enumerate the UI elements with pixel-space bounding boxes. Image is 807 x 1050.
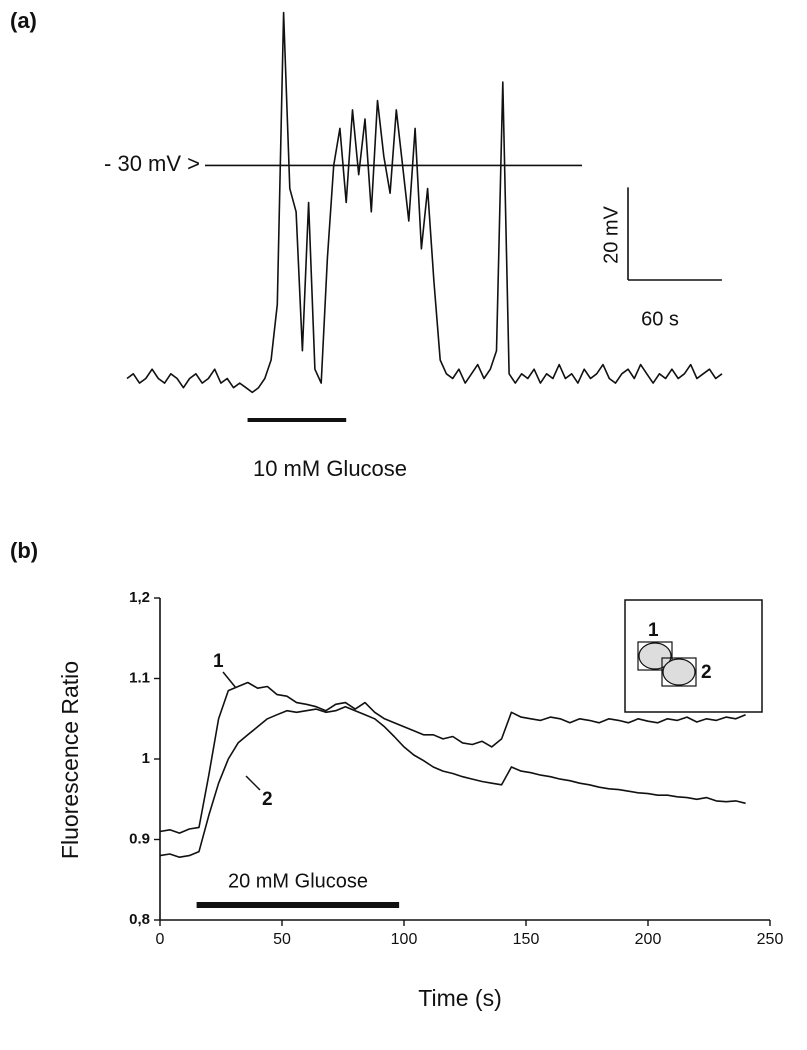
y-tick-label: 1,2: [129, 589, 150, 606]
cell: [638, 642, 672, 670]
stimulus-label: 10 mM Glucose: [253, 456, 407, 481]
y-tick-label: 0.9: [129, 830, 150, 847]
x-tick-label: 100: [391, 931, 418, 948]
inset-label: 2: [701, 662, 712, 683]
inset: 1 2: [624, 599, 763, 713]
x-tick-label: 150: [513, 931, 540, 948]
scale-bar-label: 60 s: [641, 308, 679, 330]
y-axis-label: Fluorescence Ratio: [57, 661, 83, 859]
leader-line: [245, 775, 261, 791]
y-tick-label: 0,8: [129, 911, 150, 928]
panel-label: (b): [10, 538, 38, 563]
y-tick-label: 1.1: [129, 669, 150, 686]
trace: [126, 11, 723, 394]
cell-box: [637, 641, 673, 671]
trace: [159, 681, 746, 834]
trace: [159, 705, 746, 858]
y-tick-label: 1: [142, 750, 150, 767]
inset-label: 1: [648, 620, 659, 641]
stimulus-label: 20 mM Glucose: [228, 870, 368, 892]
series-label: 2: [262, 789, 273, 810]
leader-line: [222, 671, 237, 689]
inset-frame: [624, 599, 763, 713]
series-label: 1: [213, 651, 224, 672]
x-tick-label: 250: [757, 931, 784, 948]
x-tick-label: 50: [273, 931, 291, 948]
reference-label: - 30 mV >: [104, 151, 200, 176]
cell: [662, 658, 696, 686]
x-tick-label: 0: [156, 931, 165, 948]
x-axis-label: Time (s): [418, 985, 501, 1011]
x-tick-label: 200: [635, 931, 662, 948]
panel-label: (a): [10, 8, 37, 33]
cell-box: [661, 657, 697, 687]
scale-bar-label: 20 mV: [600, 205, 622, 263]
